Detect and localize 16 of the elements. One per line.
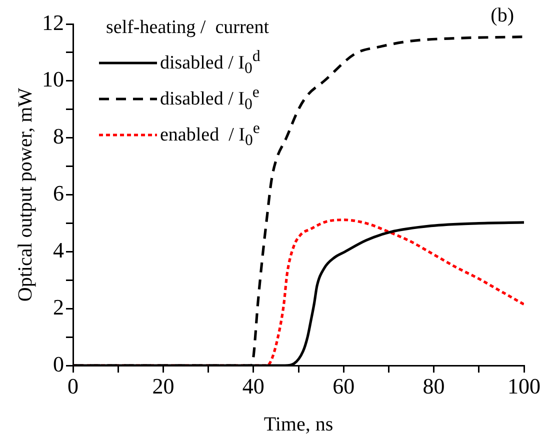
annotation: (b) (490, 4, 514, 26)
x-tick-label: 100 (508, 374, 540, 399)
x-tick-label: 60 (332, 374, 355, 399)
y-tick-label: 6 (53, 180, 64, 206)
y-tick-label: 12 (42, 10, 64, 35)
y-tick-label: 0 (53, 351, 64, 376)
x-tick-label: 80 (422, 374, 445, 399)
y-tick-label: 10 (42, 66, 64, 92)
x-tick-label: 20 (152, 374, 174, 399)
y-tick-label: 4 (53, 238, 64, 263)
legend-title: self-heating / current (106, 17, 270, 38)
y-tick-label: 2 (53, 294, 64, 320)
y-tick-label: 8 (53, 124, 64, 149)
x-tick-label: 40 (242, 374, 264, 399)
x-axis-title: Time, ns (264, 413, 334, 436)
y-axis-title: Optical output power, mW (14, 88, 36, 302)
